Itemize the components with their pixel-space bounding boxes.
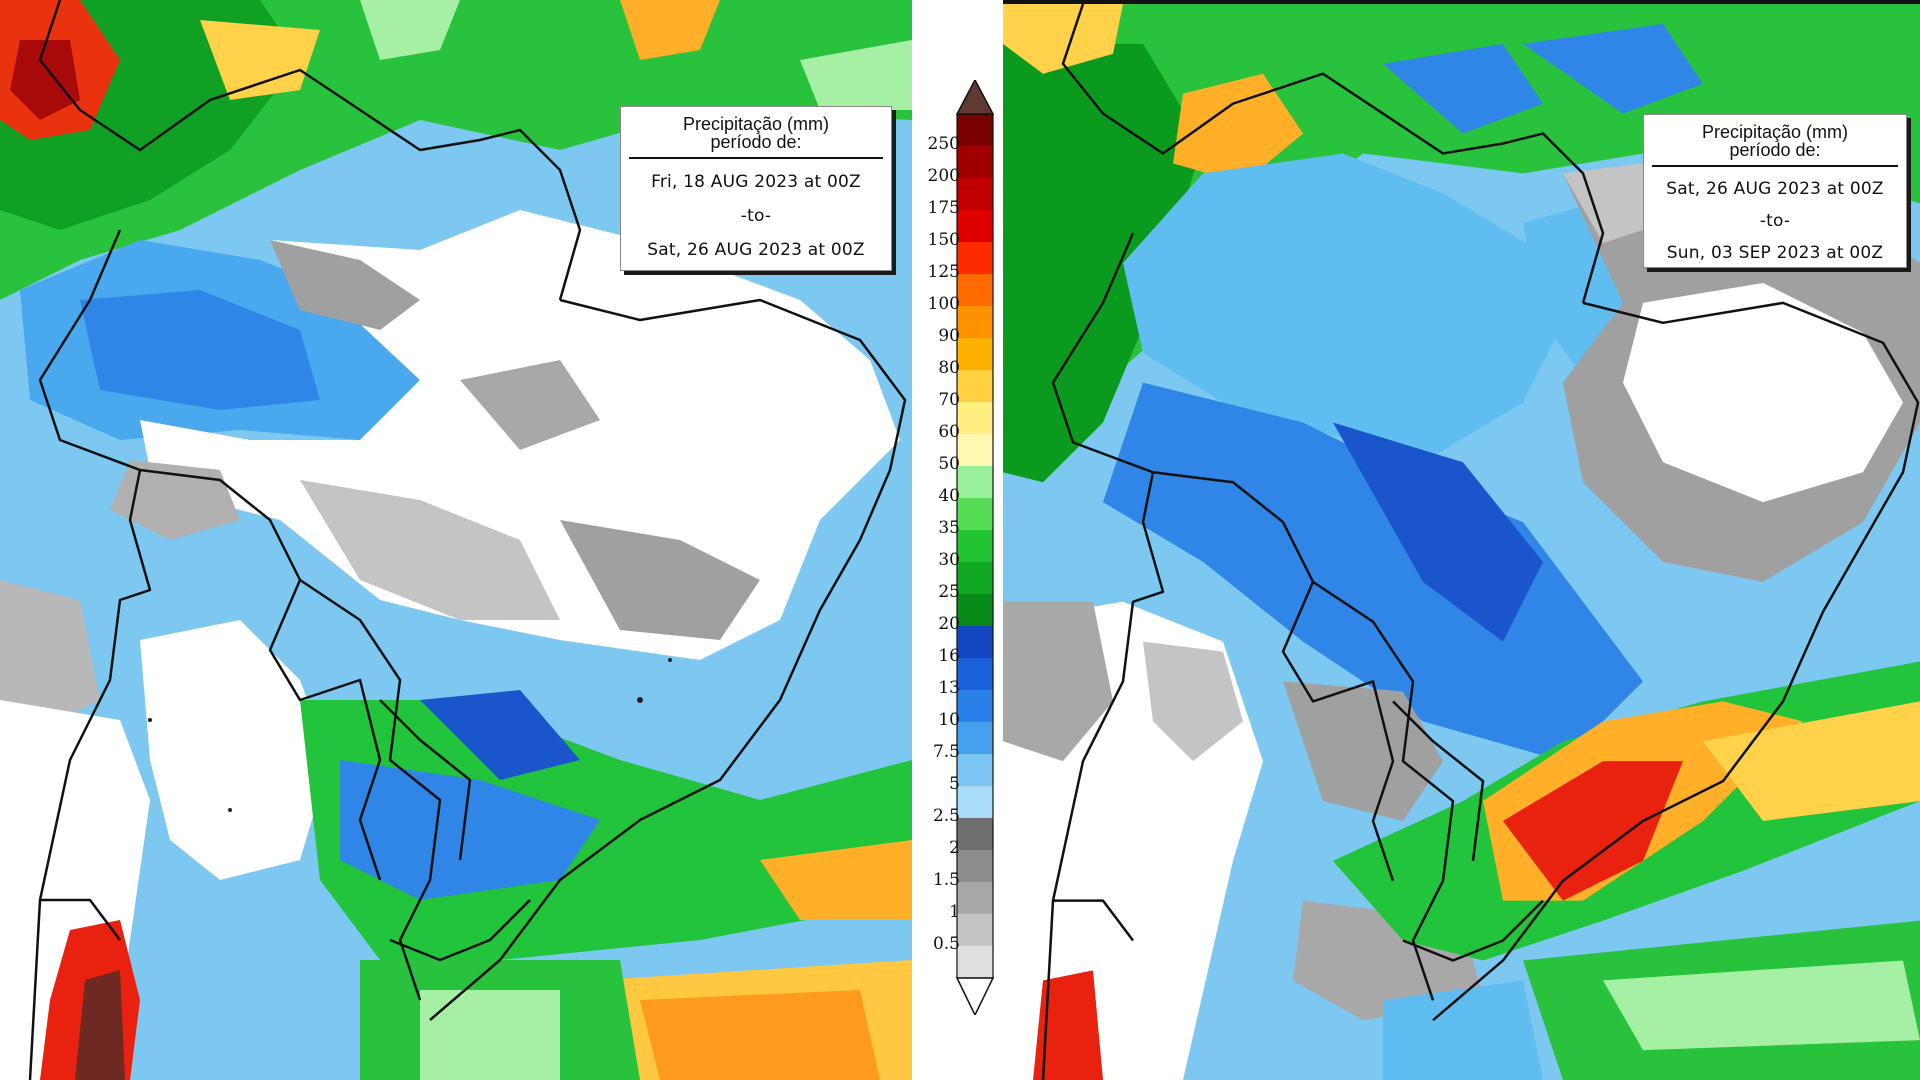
scale-label: 1 [949, 902, 960, 922]
info-to-label: -to- [740, 206, 772, 226]
scale-segment [957, 274, 993, 307]
info-title: Precipitação (mm) [682, 114, 830, 134]
scale-label: 2.5 [932, 806, 960, 826]
scale-segment [957, 306, 993, 339]
info-date-from: Sat, 26 AUG 2023 at 00Z [1666, 179, 1884, 199]
scale-segment [957, 626, 993, 659]
scale-label: 1.5 [932, 870, 960, 890]
scale-label: 5 [949, 774, 960, 794]
info-title: Precipitação (mm) [1701, 122, 1849, 142]
scale-label: 16 [938, 646, 960, 666]
info-divider [629, 157, 883, 159]
info-date-to: Sun, 03 SEP 2023 at 00Z [1666, 243, 1884, 263]
scale-segment [957, 594, 993, 627]
scale-label: 20 [938, 614, 960, 634]
scale-segment [957, 530, 993, 563]
scale-segment [957, 786, 993, 819]
info-to-label: -to- [1759, 211, 1791, 231]
precipitation-map-right [1003, 4, 1920, 1080]
scale-top-arrow [955, 80, 995, 115]
scale-segment [957, 722, 993, 755]
scale-label: 200 [927, 166, 960, 186]
scale-segment [957, 850, 993, 883]
scale-segment [957, 114, 993, 147]
scale-label: 0.5 [932, 934, 960, 954]
scale-label: 250 [927, 134, 960, 154]
scale-segment [957, 146, 993, 179]
scale-segment [957, 658, 993, 691]
scale-label: 100 [927, 294, 960, 314]
scale-label: 10 [938, 710, 960, 730]
map-panel-left: Precipitação (mm) período de: Fri, 18 AU… [0, 0, 912, 1080]
scale-label: 13 [938, 678, 960, 698]
scale-segment [957, 946, 993, 979]
info-divider [1652, 165, 1898, 167]
info-subtitle: período de: [710, 132, 802, 152]
scale-segment [957, 210, 993, 243]
map-panel-right: Precipitação (mm) período de: Sat, 26 AU… [1003, 0, 1920, 1080]
scale-label: 80 [938, 358, 960, 378]
scale-segment [957, 754, 993, 787]
scale-segment [957, 434, 993, 467]
scale-bottom-arrow [955, 977, 995, 1015]
scale-segment [957, 338, 993, 371]
scale-label: 40 [938, 486, 960, 506]
scale-segment [957, 498, 993, 531]
scale-label: 125 [927, 262, 960, 282]
scale-label: 90 [938, 326, 960, 346]
precipitation-color-scale [955, 80, 995, 1015]
scale-label: 25 [938, 582, 960, 602]
scale-segment [957, 242, 993, 275]
scale-segment [957, 562, 993, 595]
info-date-from: Fri, 18 AUG 2023 at 00Z [651, 172, 861, 192]
info-date-to: Sat, 26 AUG 2023 at 00Z [647, 240, 865, 260]
scale-label: 175 [927, 198, 960, 218]
scale-label: 60 [938, 422, 960, 442]
period-info-box-left: Precipitação (mm) período de: Fri, 18 AU… [620, 106, 892, 271]
info-subtitle: período de: [1729, 140, 1821, 160]
scale-segment [957, 178, 993, 211]
period-info-box-right: Precipitação (mm) período de: Sat, 26 AU… [1643, 114, 1907, 268]
scale-segment [957, 402, 993, 435]
scale-label: 50 [938, 454, 960, 474]
scale-segment [957, 914, 993, 947]
scale-label: 35 [938, 518, 960, 538]
scale-label: 7.5 [932, 742, 960, 762]
scale-segment [957, 370, 993, 403]
scale-label: 70 [938, 390, 960, 410]
scale-label: 30 [938, 550, 960, 570]
scale-segment [957, 818, 993, 851]
scale-label: 150 [927, 230, 960, 250]
scale-segment [957, 882, 993, 915]
scale-segment [957, 690, 993, 723]
scale-label: 2 [949, 838, 960, 858]
scale-segment [957, 466, 993, 499]
